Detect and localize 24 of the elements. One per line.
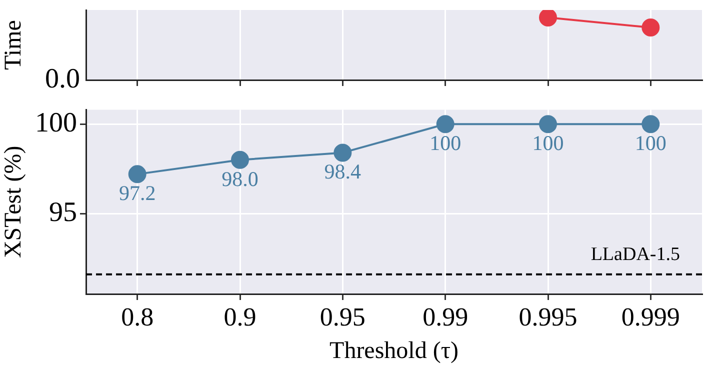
point — [334, 144, 352, 162]
x-axis-title: Threshold (τ) — [330, 338, 458, 364]
text: 100 — [634, 131, 666, 156]
x-tick-label: 0.999 — [621, 302, 680, 332]
text: 98.4 — [324, 160, 362, 184]
y-tick-label: 95 — [49, 196, 77, 228]
text: 100 — [430, 131, 462, 156]
point — [231, 150, 249, 169]
x-tick-label: 0.95 — [320, 302, 366, 332]
y-axis-title: XSTest (%) — [0, 146, 27, 258]
x-tick-label: 0.995 — [518, 302, 578, 332]
ref-line-label: LLaDA-1.5 — [590, 244, 680, 265]
text: 97.2 — [118, 181, 156, 206]
x-tick-label: 0.8 — [121, 302, 154, 332]
x-tick-label: 0.99 — [422, 302, 468, 332]
text: 98.0 — [222, 166, 258, 191]
x-tick-label: 0.9 — [224, 302, 256, 332]
text: 100 — [532, 131, 564, 156]
y-axis-title: Time — [0, 20, 27, 70]
point — [642, 115, 660, 134]
point — [436, 115, 454, 134]
text: 0.0 — [45, 63, 80, 94]
point — [539, 115, 557, 134]
point — [128, 165, 146, 184]
